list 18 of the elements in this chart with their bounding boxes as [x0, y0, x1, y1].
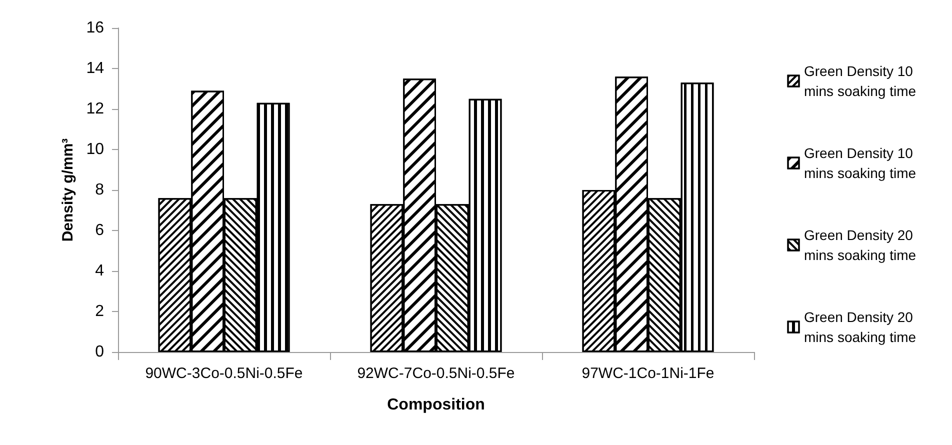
x-tick-label: 90WC-3Co-0.5Ni-0.5Fe [145, 365, 303, 382]
legend-label: Green Density 20 mins soaking time [804, 227, 917, 263]
x-axis-title: Composition [387, 396, 485, 414]
y-tick-label: 14 [86, 60, 104, 77]
y-tick-label: 2 [95, 303, 104, 320]
y-tick-label: 8 [95, 182, 104, 198]
legend-label: Green Density 10 mins soaking time [804, 145, 917, 181]
y-tick-label: 4 [95, 262, 104, 280]
y-axis-title: Density g/mm³ [59, 138, 76, 242]
y-tick-label: 12 [86, 100, 104, 118]
legend-label: Green Density 10 mins soaking time [804, 63, 917, 99]
y-tick-label: 16 [86, 20, 104, 36]
x-tick-label: 92WC-7Co-0.5Ni-0.5Fe [357, 365, 515, 382]
y-tick-label: 10 [86, 141, 104, 158]
legend-label: Green Density 20 mins soaking time [804, 309, 917, 345]
x-tick-label: 97WC-1Co-1Ni-1Fe [582, 365, 714, 382]
y-tick-label: 6 [95, 222, 104, 239]
y-tick-label: 0 [95, 344, 104, 360]
